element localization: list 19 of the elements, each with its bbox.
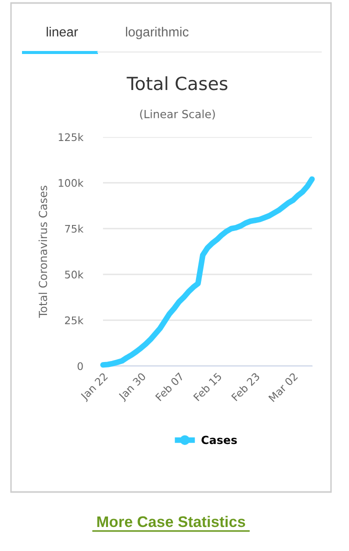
x-tick-label: Jan 22 (80, 372, 110, 402)
x-tick-label: Mar 02 (268, 372, 298, 402)
y-axis-title: Total Coronavirus Cases (38, 186, 48, 318)
x-tick-label: Jan 30 (118, 372, 148, 402)
y-tick-label: 75k (65, 224, 84, 233)
x-tick-label: Feb 07 (154, 372, 184, 402)
chart-subtitle: (Linear Scale) (140, 110, 215, 120)
text: linear (46, 26, 78, 37)
legend-label: Cases (202, 436, 237, 444)
chart-title: Total Cases (126, 76, 228, 90)
x-tick-label: Feb 23 (230, 372, 260, 402)
x-tick-label: Feb 15 (192, 372, 222, 402)
text: More Case Statistics (97, 516, 246, 528)
y-tick-label: 100k (58, 178, 84, 187)
y-tick-label: 0 (78, 362, 83, 370)
text: logarithmic (126, 26, 189, 40)
y-tick-label: 25k (65, 316, 84, 324)
y-tick-label: 50k (65, 270, 84, 279)
y-tick-label: 125k (58, 133, 84, 142)
